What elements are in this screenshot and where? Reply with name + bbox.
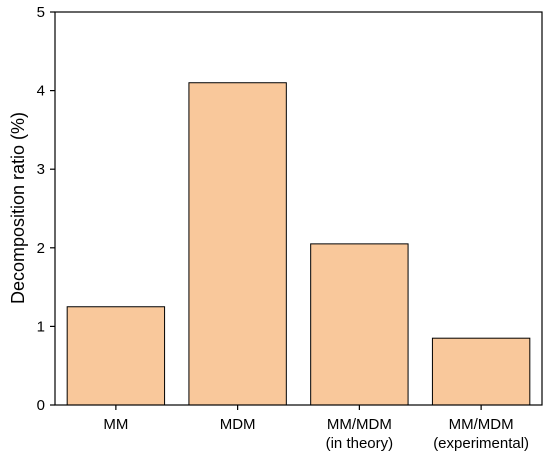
bar-0 xyxy=(66,306,166,406)
bar-2 xyxy=(310,243,409,406)
bar-1 xyxy=(188,82,287,406)
plot-frame xyxy=(54,11,543,406)
x-tick-label-line: MM/MDM xyxy=(327,416,392,433)
y-tick-label-5: 5 xyxy=(37,4,45,21)
y-axis: 0 1 2 3 4 5 xyxy=(37,4,55,414)
bars-group xyxy=(66,82,531,406)
x-tick-label-line: MM xyxy=(103,416,128,433)
y-axis-title: Decomposition ratio (%) xyxy=(8,112,28,304)
bar-3 xyxy=(431,337,531,406)
x-axis: MM MDM MM/MDM (in theory) MM/MDM (experimenta… xyxy=(103,405,529,452)
x-tick-label-3: MM/MDM (experimental) xyxy=(433,416,529,452)
x-tick-label-0: MM xyxy=(103,416,128,433)
x-tick-label-line: MM/MDM xyxy=(449,416,514,433)
y-tick-label-3: 3 xyxy=(37,161,45,178)
x-tick-label-line: MDM xyxy=(220,416,256,433)
y-tick-label-1: 1 xyxy=(37,318,45,335)
x-tick-label-line: (experimental) xyxy=(433,435,529,452)
x-tick-label-2: MM/MDM (in theory) xyxy=(326,416,394,452)
y-tick-label-0: 0 xyxy=(37,397,45,414)
x-tick-label-1: MDM xyxy=(220,416,256,433)
x-tick-label-line: (in theory) xyxy=(326,435,394,452)
y-tick-label-2: 2 xyxy=(37,240,45,257)
y-tick-label-4: 4 xyxy=(37,83,45,100)
